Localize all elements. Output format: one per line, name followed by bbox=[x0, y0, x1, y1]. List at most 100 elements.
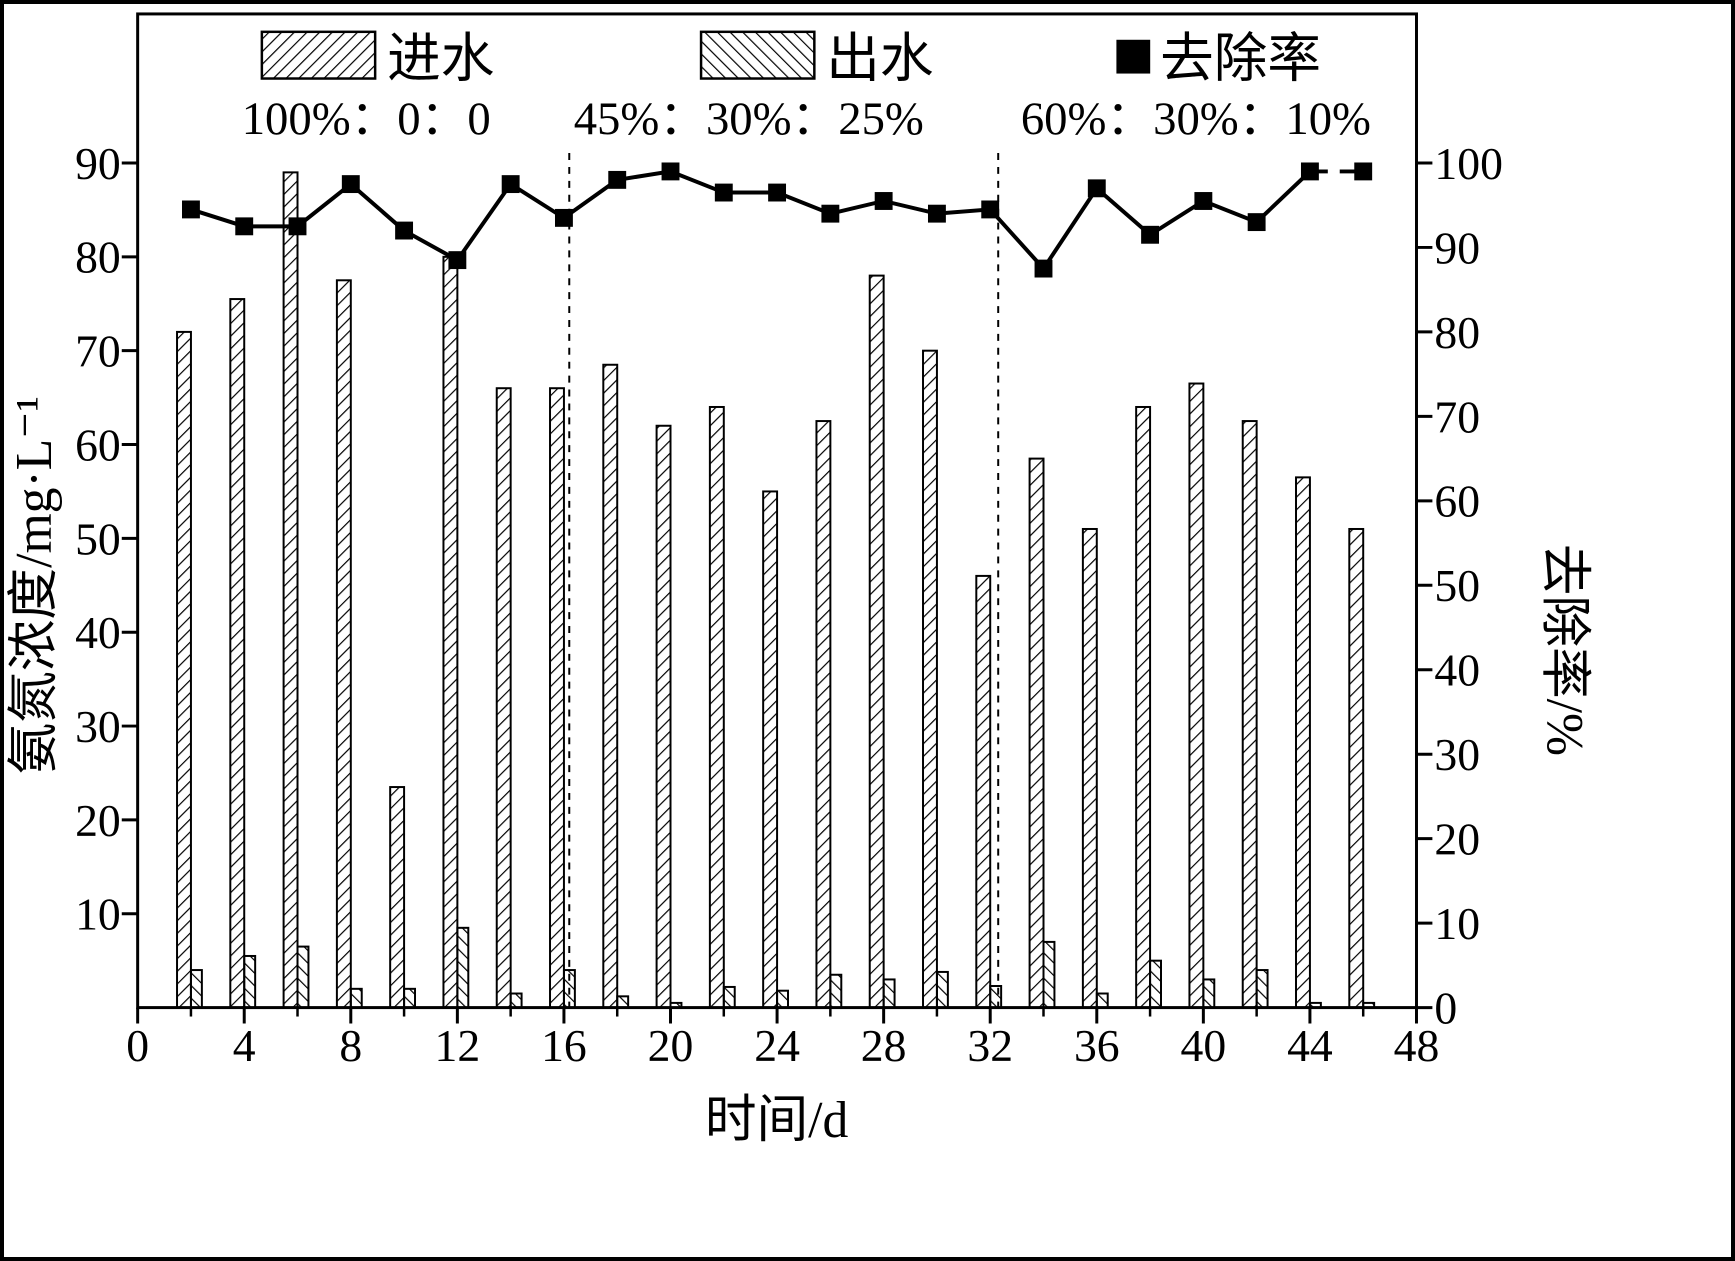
y-right-tick-label: 20 bbox=[1434, 814, 1480, 865]
black-square-icon bbox=[1116, 39, 1151, 74]
effluent-bar bbox=[296, 945, 310, 1009]
phase-divider-lines bbox=[568, 153, 1000, 1008]
y-left-axis-title: 氨氮浓度/mg·L⁻¹ bbox=[6, 396, 63, 775]
y-left-tick-label: 80 bbox=[75, 232, 121, 283]
removal-marker bbox=[768, 183, 787, 202]
removal-marker bbox=[981, 200, 1000, 219]
y-right-tick-label: 60 bbox=[1434, 476, 1480, 527]
influent-bar bbox=[815, 420, 832, 1009]
hatch-forward-icon bbox=[260, 30, 377, 80]
y-left-tick-label: 70 bbox=[75, 326, 121, 377]
y-left-tick-label: 90 bbox=[75, 138, 121, 189]
influent-bar bbox=[1295, 476, 1311, 1009]
removal-marker bbox=[1354, 162, 1373, 181]
x-tick-label: 44 bbox=[1287, 1020, 1333, 1071]
removal-marker bbox=[235, 217, 254, 236]
y-left-tick-label: 40 bbox=[75, 607, 121, 658]
removal-marker bbox=[1247, 213, 1266, 232]
x-tick-label: 12 bbox=[435, 1020, 481, 1071]
influent-bar bbox=[602, 363, 619, 1009]
removal-marker bbox=[554, 208, 573, 227]
y-right-tick-label: 50 bbox=[1434, 560, 1480, 611]
influent-bar bbox=[762, 490, 779, 1009]
influent-bar bbox=[389, 786, 406, 1009]
influent-bar bbox=[975, 574, 992, 1009]
removal-marker bbox=[714, 183, 733, 202]
removal-marker bbox=[661, 162, 680, 181]
effluent-bar bbox=[1255, 969, 1269, 1009]
y-right-tick-label: 10 bbox=[1434, 898, 1480, 949]
influent-bar bbox=[1028, 457, 1045, 1009]
x-tick-label: 40 bbox=[1181, 1020, 1227, 1071]
removal-marker bbox=[1087, 179, 1106, 198]
influent-bar bbox=[1188, 382, 1205, 1009]
y-left-tick-label: 20 bbox=[75, 795, 121, 846]
influent-bar bbox=[1135, 405, 1152, 1009]
influent-bar bbox=[922, 349, 938, 1009]
influent-bar bbox=[442, 255, 459, 1009]
legend: 进水 出水 去除率 bbox=[260, 29, 1321, 89]
effluent-bar bbox=[403, 987, 417, 1009]
x-tick-label: 0 bbox=[126, 1020, 149, 1071]
legend-label-removal: 去除率 bbox=[1160, 29, 1321, 89]
removal-marker bbox=[341, 175, 360, 194]
effluent-bar bbox=[616, 995, 630, 1009]
influent-bar bbox=[176, 330, 192, 1009]
y-right-tick-label: 100 bbox=[1434, 138, 1503, 189]
influent-bar bbox=[1241, 420, 1258, 1009]
y-right-tick-label: 40 bbox=[1434, 645, 1480, 696]
effluent-bar bbox=[776, 989, 790, 1009]
effluent-bar bbox=[935, 970, 949, 1009]
effluent-bar bbox=[1149, 959, 1162, 1009]
y-right-tick-label: 70 bbox=[1434, 391, 1480, 442]
x-tick-label: 28 bbox=[861, 1020, 907, 1071]
phase-label-2: 45%：30%：25% bbox=[574, 93, 924, 145]
effluent-bar bbox=[1202, 978, 1216, 1009]
x-axis-title: 时间/d bbox=[705, 1092, 849, 1149]
effluent-bar bbox=[722, 985, 736, 1009]
effluent-bar bbox=[829, 973, 843, 1009]
influent-bar bbox=[282, 171, 299, 1009]
y-right-axis-title: 去除率/% bbox=[1536, 544, 1593, 756]
influent-bar bbox=[708, 405, 725, 1009]
effluent-bar bbox=[1095, 992, 1109, 1009]
removal-marker bbox=[821, 204, 840, 223]
x-tick-label: 16 bbox=[541, 1020, 587, 1071]
influent-bar bbox=[229, 298, 246, 1009]
y-left-tick-label: 50 bbox=[75, 513, 121, 564]
removal-marker bbox=[874, 192, 893, 210]
x-tick-label: 24 bbox=[754, 1020, 800, 1071]
x-tick-label: 8 bbox=[339, 1020, 362, 1071]
legend-label-effluent: 出水 bbox=[826, 29, 933, 89]
removal-marker bbox=[448, 251, 467, 270]
bar-series-group bbox=[176, 171, 1376, 1009]
effluent-bar bbox=[562, 969, 576, 1009]
y-right-tick-label: 30 bbox=[1434, 729, 1480, 780]
axis-tick-labels: 0 4 8 12 16 20 24 28 32 36 40 44 4810203040506070809… bbox=[75, 138, 1503, 1071]
effluent-bar bbox=[1042, 940, 1056, 1009]
y-right-tick-label: 90 bbox=[1434, 222, 1480, 273]
effluent-bar bbox=[509, 992, 523, 1009]
removal-marker bbox=[1300, 162, 1319, 181]
removal-marker bbox=[182, 200, 200, 219]
effluent-bar bbox=[349, 987, 363, 1009]
removal-rate-line-group bbox=[182, 162, 1373, 278]
removal-marker bbox=[1141, 225, 1160, 244]
removal-marker bbox=[1194, 192, 1213, 210]
influent-bar bbox=[495, 387, 512, 1009]
removal-marker bbox=[608, 170, 627, 189]
removal-marker bbox=[501, 175, 520, 194]
removal-marker bbox=[1034, 259, 1053, 278]
x-tick-label: 4 bbox=[233, 1020, 256, 1071]
effluent-bar bbox=[189, 969, 203, 1009]
removal-line bbox=[190, 169, 1312, 272]
phase-label-1: 100%：0：0 bbox=[242, 93, 491, 145]
y-left-tick-label: 10 bbox=[75, 889, 121, 940]
y-right-tick-label: 80 bbox=[1434, 307, 1480, 358]
x-tick-label: 20 bbox=[648, 1020, 694, 1071]
removal-marker bbox=[395, 221, 414, 240]
y-left-tick-label: 30 bbox=[75, 701, 121, 752]
removal-marker bbox=[927, 204, 946, 223]
influent-bar bbox=[655, 424, 672, 1009]
